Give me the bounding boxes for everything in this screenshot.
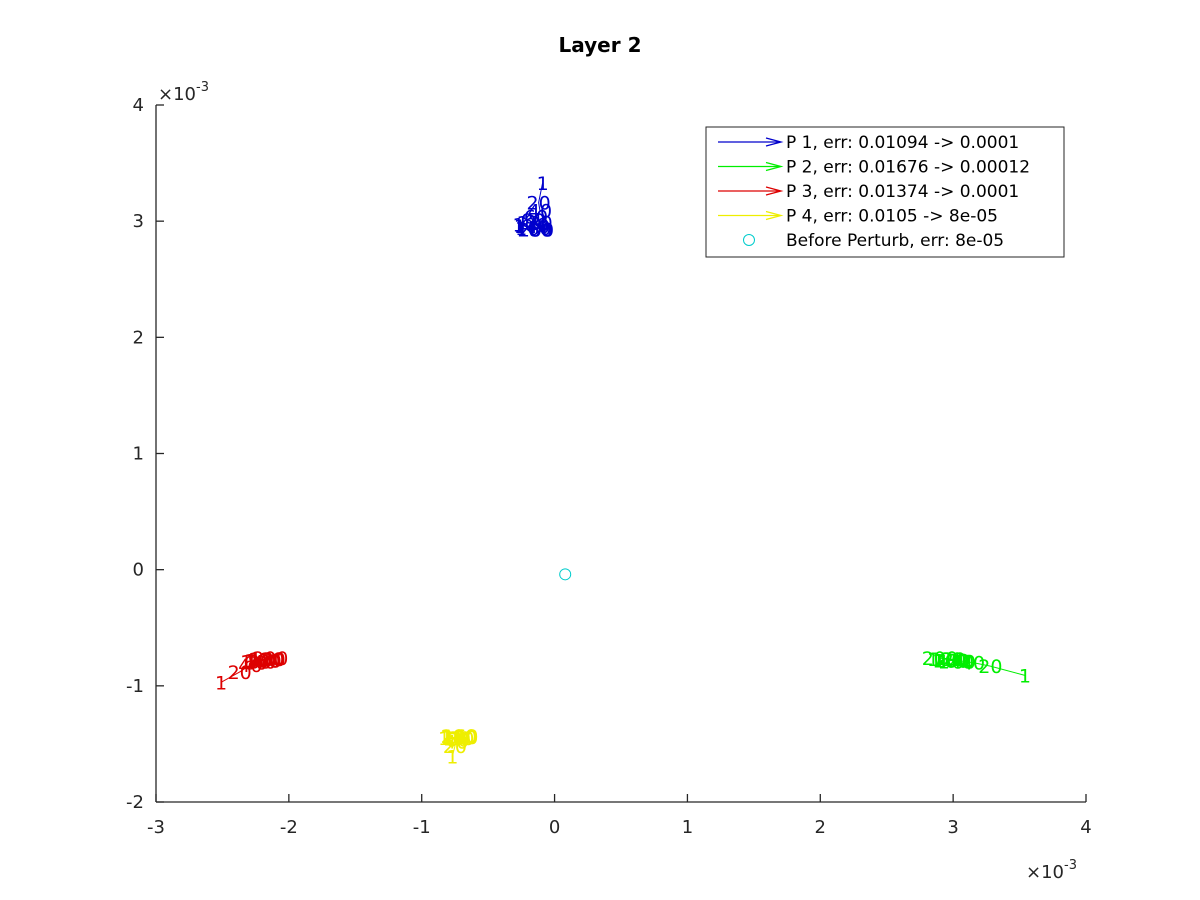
legend-label: P 2, err: 0.01676 -> 0.00012 <box>786 158 1030 178</box>
chart-title: Layer 2 <box>559 33 642 57</box>
point-label: 20 <box>228 662 252 684</box>
legend-entry-reference: Before Perturb, err: 8e-05 <box>743 231 1004 251</box>
y-tick-label: 2 <box>133 327 144 348</box>
point-label: 200 <box>441 726 477 748</box>
point-label: 1 <box>1019 665 1031 687</box>
y-tick-label: -2 <box>126 792 144 813</box>
point-label: 120 <box>438 728 474 750</box>
point-label: 180 <box>927 649 963 671</box>
point-label: 140 <box>938 651 974 673</box>
x-tick-label: 3 <box>947 817 958 838</box>
trajectory-line <box>939 657 1026 676</box>
legend-label: P 1, err: 0.01094 -> 0.0001 <box>786 133 1019 153</box>
point-label: 120 <box>248 649 284 671</box>
point-label: 40 <box>961 653 985 675</box>
point-label: 180 <box>517 219 553 241</box>
x-tick-label: 4 <box>1080 817 1091 838</box>
point-label: 120 <box>930 649 966 671</box>
legend-arrow-icon <box>765 161 784 172</box>
point-label: 100 <box>245 650 281 672</box>
legend-entry-1: P 1, err: 0.01094 -> 0.0001 <box>718 133 1019 153</box>
legend-entry-4: P 4, err: 0.0105 -> 8e-05 <box>718 207 998 227</box>
y-tick-label: 0 <box>133 560 144 581</box>
legend-box <box>705 126 1065 258</box>
legend: P 1, err: 0.01094 -> 0.0001 P 2, err: 0.0… <box>705 126 1065 258</box>
point-label: 20 <box>443 736 467 758</box>
point-label: 160 <box>244 650 280 672</box>
legend-circle-marker <box>743 234 755 246</box>
legend-entry-2: P 2, err: 0.01676 -> 0.00012 <box>718 158 1030 178</box>
x-tick-label: -1 <box>413 817 431 838</box>
point-label: 40 <box>238 655 262 677</box>
point-label: 100 <box>513 215 549 237</box>
point-label: 160 <box>442 726 478 748</box>
x-tick-label: 2 <box>815 817 826 838</box>
legend-label: P 4, err: 0.0105 -> 8e-05 <box>786 207 998 227</box>
point-label: 180 <box>441 726 477 748</box>
point-label: 40 <box>444 732 468 754</box>
legend-label: P 3, err: 0.01374 -> 0.0001 <box>786 182 1019 202</box>
y-tick-label: -1 <box>126 676 144 697</box>
legend-label: Before Perturb, err: 8e-05 <box>786 231 1004 251</box>
y-tick-label: 1 <box>133 444 144 465</box>
x-tick-label: -3 <box>147 817 165 838</box>
point-label: 200 <box>252 648 288 670</box>
point-label: 1 <box>537 173 549 195</box>
point-label: 80 <box>521 210 545 232</box>
point-label: 20 <box>527 193 551 215</box>
legend-entry-3: P 3, err: 0.01374 -> 0.0001 <box>718 182 1019 202</box>
point-label: 80 <box>945 650 969 672</box>
y-tick-label: 4 <box>133 95 144 116</box>
point-label: 120 <box>517 212 553 234</box>
x-exponent-label: ×10-3 <box>1026 858 1077 883</box>
legend-arrow-icon <box>765 186 784 196</box>
point-label: 180 <box>249 649 285 671</box>
x-tick-label: -2 <box>280 817 298 838</box>
legend-arrow-icon <box>765 210 784 221</box>
reference-point-marker <box>559 568 572 581</box>
trajectory-line <box>220 657 271 683</box>
plot-area: 1204060801001201401601802001204060801001… <box>215 173 1031 769</box>
trajectory-line <box>529 182 544 230</box>
point-label: 1 <box>215 672 227 694</box>
point-label: 40 <box>528 201 552 223</box>
point-label: 140 <box>441 727 477 749</box>
trajectory-line <box>451 735 462 757</box>
x-tick-label: 1 <box>682 817 693 838</box>
point-label: 200 <box>518 219 554 241</box>
point-label: 160 <box>515 218 551 240</box>
point-label: 60 <box>952 651 976 673</box>
y-tick-label: 3 <box>133 211 144 232</box>
x-tick-label: 0 <box>549 817 560 838</box>
legend-arrow-icon <box>765 137 784 147</box>
point-label: 80 <box>447 728 471 750</box>
point-label: 1 <box>446 747 458 769</box>
point-label: 200 <box>922 648 958 670</box>
point-label: 140 <box>240 651 276 673</box>
point-label: 20 <box>978 656 1002 678</box>
point-label: 160 <box>932 650 968 672</box>
point-label: 60 <box>244 653 268 675</box>
point-label: 60 <box>445 729 469 751</box>
point-label: 100 <box>934 650 970 672</box>
point-label: 80 <box>248 651 272 673</box>
point-label: 60 <box>524 207 548 229</box>
point-label: 140 <box>514 216 550 238</box>
y-exponent-label: ×10-3 <box>158 80 209 105</box>
point-label: 100 <box>442 727 478 749</box>
